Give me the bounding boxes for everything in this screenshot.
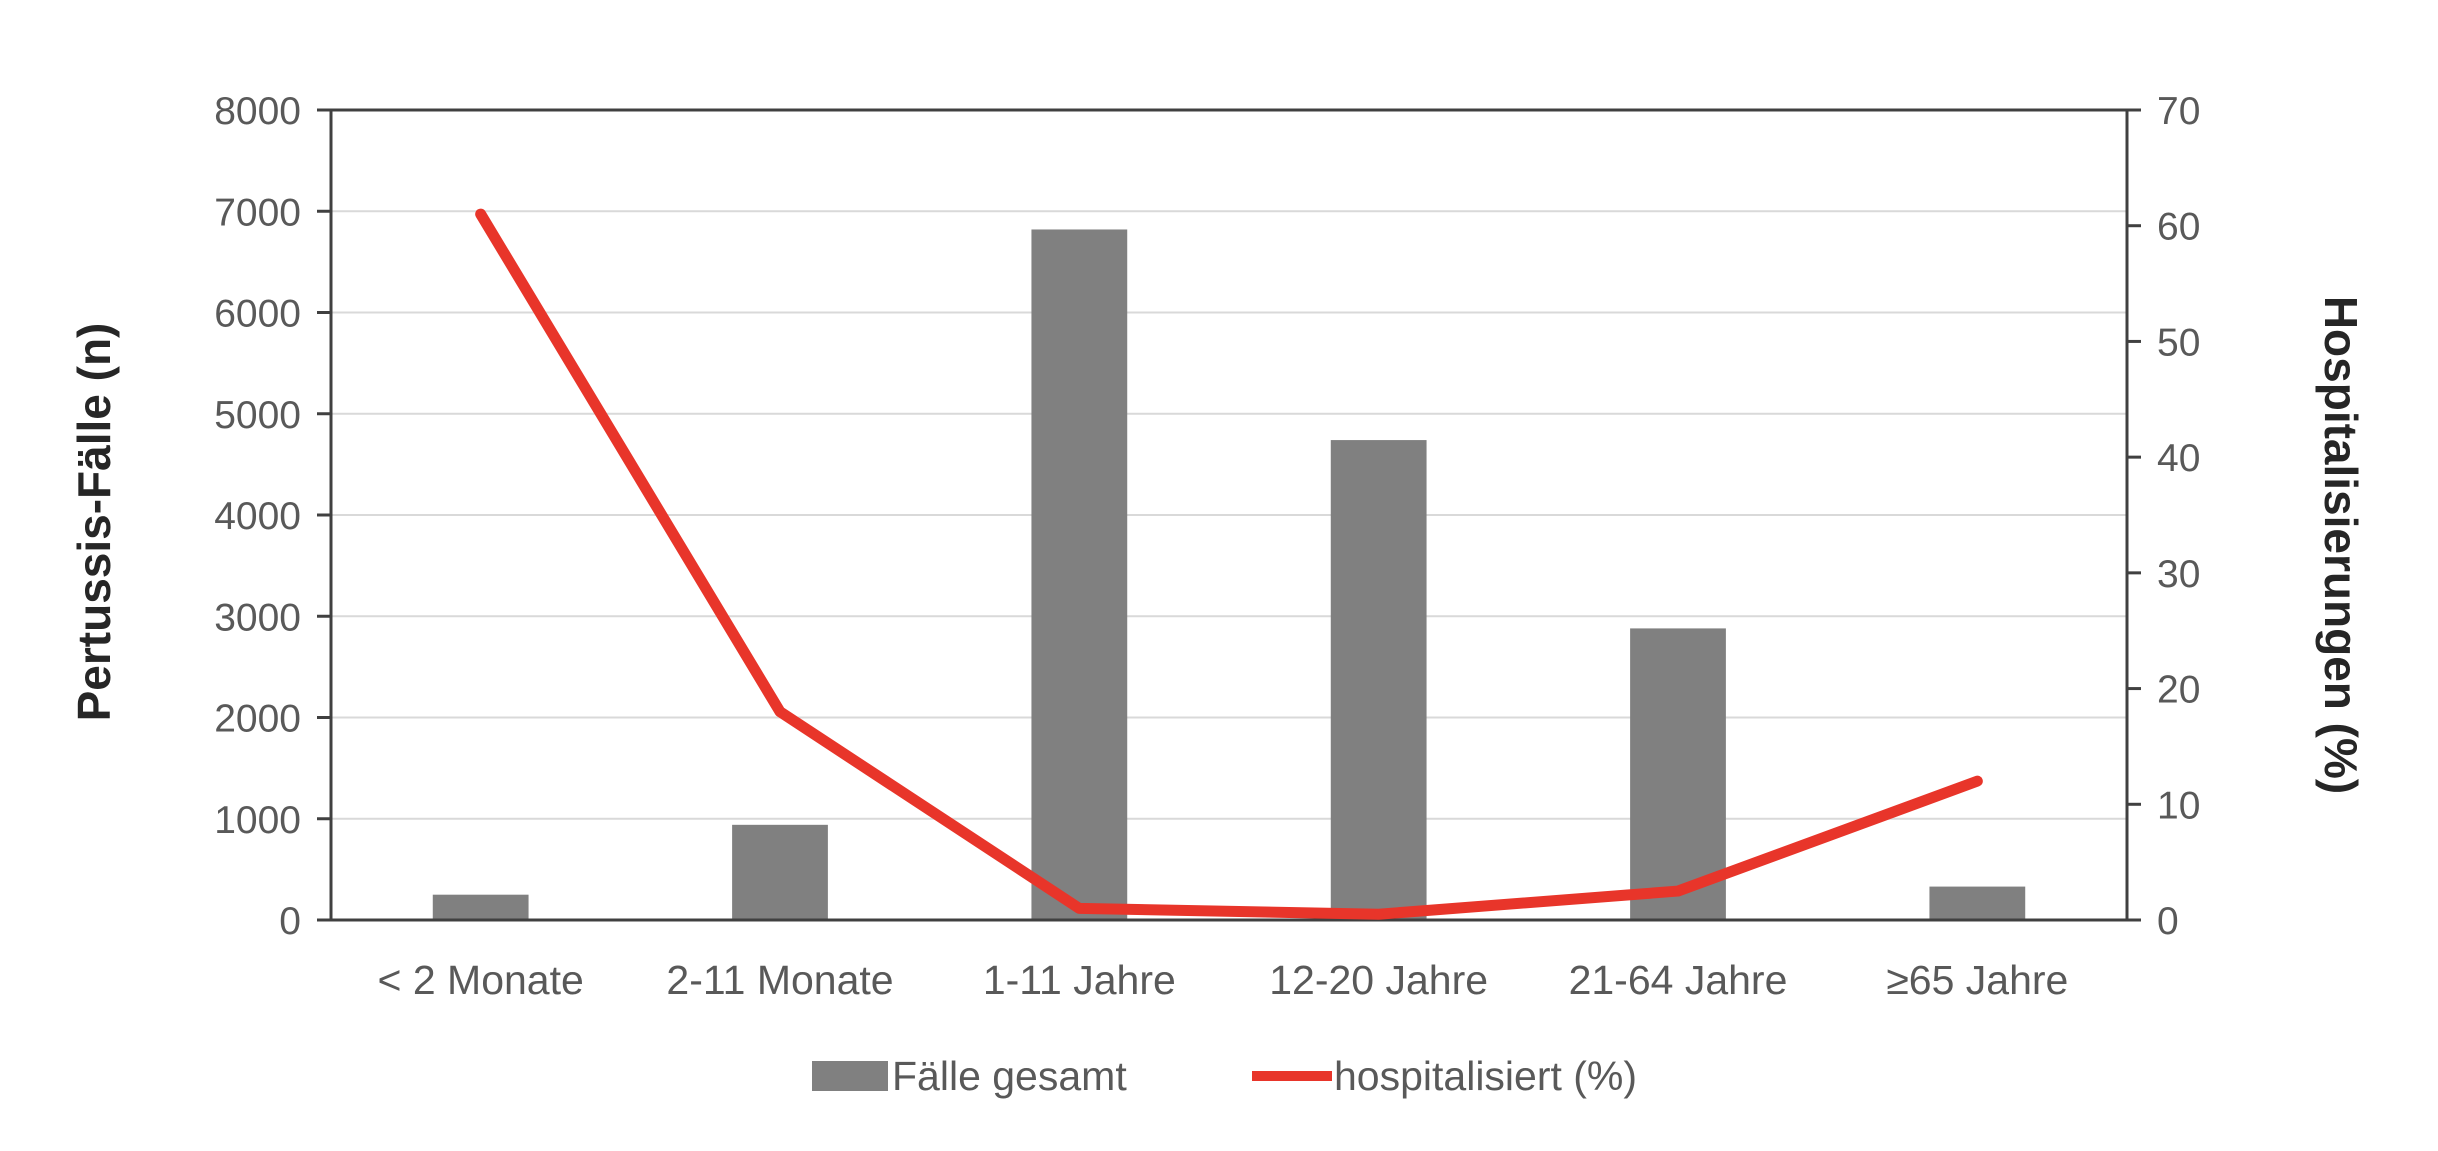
- bar-2: [1031, 229, 1128, 921]
- bar-4: [1630, 628, 1726, 920]
- axes: [317, 108, 2141, 922]
- line-point-1: [775, 706, 785, 717]
- x-tick-label: ≥65 Jahre: [1886, 957, 2068, 1003]
- y-tick-label: 5000: [214, 394, 301, 437]
- y-tick-label: 1000: [214, 799, 301, 842]
- x-tick-label: 12-20 Jahre: [1269, 957, 1488, 1003]
- x-tick-label: 2-11 Monate: [666, 957, 893, 1003]
- y2-tick-label: 40: [2157, 437, 2200, 480]
- y2-tick-label: 10: [2157, 784, 2200, 827]
- y-tick-label: 4000: [214, 495, 301, 538]
- bar-5: [1929, 886, 2026, 920]
- y-tick-label: 7000: [214, 191, 301, 234]
- line-path: [475, 208, 1983, 920]
- y-tick-label: 2000: [214, 698, 301, 741]
- y2-tick-label: 20: [2157, 669, 2200, 712]
- x-tick-label: < 2 Monate: [378, 957, 584, 1003]
- y2-tick-label: 30: [2157, 553, 2200, 596]
- x-tick-label: 21-64 Jahre: [1569, 957, 1788, 1003]
- line-point-4: [1673, 886, 1683, 897]
- bar-series-falle-gesamt: [432, 229, 2026, 921]
- line-point-2: [1074, 903, 1085, 914]
- y-tick-label: 3000: [214, 596, 301, 639]
- line-point-0: [475, 209, 486, 220]
- line-point-3: [1373, 909, 1384, 920]
- y2-tick-label: 0: [2157, 900, 2179, 943]
- tick-labels: 0 1000 2000 3000 4000 5000 6000 7000 8000 0 10 20 30…: [214, 90, 2200, 1003]
- y2-tick-label: 50: [2157, 321, 2200, 364]
- legend-swatch-falle-gesamt: [812, 1061, 888, 1091]
- legend: Fälle gesamt hospitalisiert (%): [812, 1053, 1637, 1099]
- y2-tick-label: 60: [2157, 206, 2200, 249]
- bar-1: [732, 824, 828, 920]
- bar-0: [432, 894, 529, 920]
- line-series-hospitalisiert: [475, 208, 1983, 920]
- legend-label-hospitalisiert: hospitalisiert (%): [1334, 1053, 1637, 1099]
- y-axis-title: Pertussis-Fälle (n): [68, 323, 120, 722]
- y-tick-label: 0: [279, 900, 301, 943]
- y2-tick-label: 70: [2157, 90, 2200, 133]
- gridlines: [331, 210, 2127, 820]
- x-tick-label: 1-11 Jahre: [983, 957, 1176, 1003]
- bar-3: [1330, 440, 1427, 920]
- y-tick-label: 8000: [214, 90, 301, 133]
- y-tick-label: 6000: [214, 293, 301, 336]
- y2-axis-title: Hospitalisierungen (%): [2315, 296, 2367, 794]
- legend-label-falle-gesamt: Fälle gesamt: [892, 1053, 1127, 1099]
- line-point-5: [1972, 776, 1983, 787]
